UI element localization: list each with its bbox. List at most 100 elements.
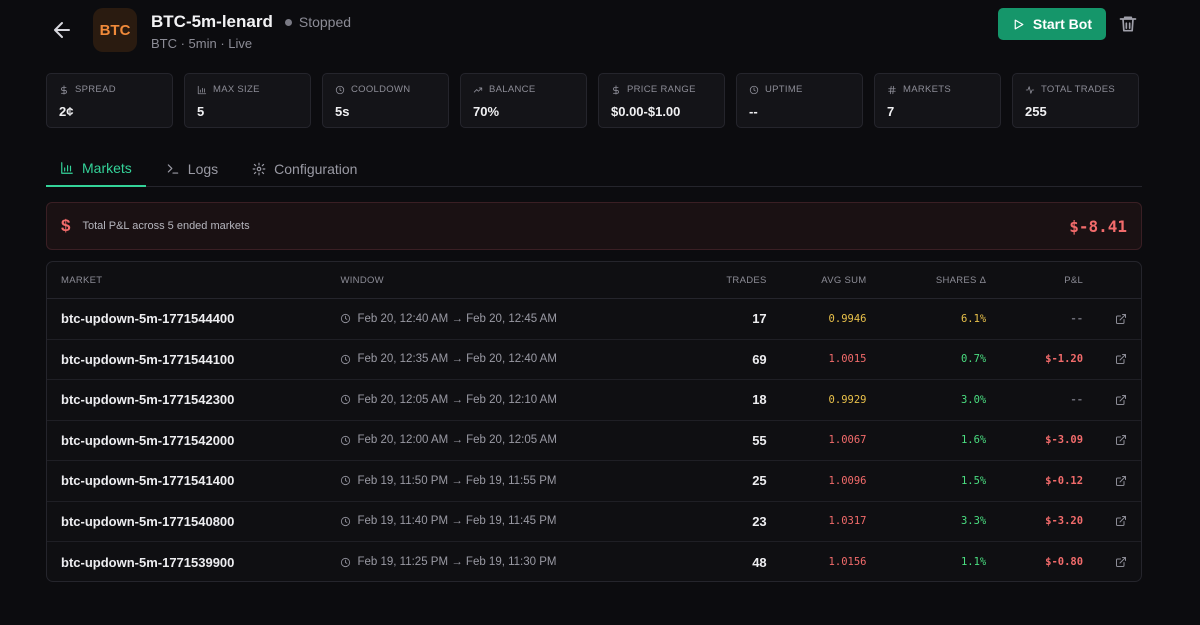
- avg-sum: 1.0067: [828, 434, 867, 447]
- external-link-icon[interactable]: [1115, 515, 1127, 527]
- pnl-value: $-1.20: [1045, 353, 1084, 366]
- col-market[interactable]: MARKET: [61, 274, 103, 286]
- start-bot-button[interactable]: Start Bot: [997, 8, 1106, 40]
- tab-label: Configuration: [274, 160, 358, 177]
- stat-label: MAX SIZE: [197, 84, 298, 95]
- window-text: Feb 19, 11:25 PM → Feb 19, 11:30 PM: [357, 556, 557, 569]
- table-row[interactable]: btc-updown-5m-1771544400 Feb 20, 12:40 AM…: [47, 299, 1141, 340]
- stat-label: UPTIME: [749, 84, 850, 95]
- pnl-value: $-3.09: [1045, 434, 1084, 447]
- bot-logo: BTC: [93, 8, 137, 52]
- page-subtitle: BTC · 5min · Live: [151, 36, 253, 51]
- avg-sum: 1.0156: [828, 556, 867, 569]
- hash-icon: [888, 85, 896, 94]
- dollar-icon: [61, 84, 67, 95]
- stat-card-balance: BALANCE 70%: [460, 73, 587, 128]
- stat-label: PRICE RANGE: [611, 84, 712, 95]
- shares-delta: 1.5%: [960, 474, 987, 487]
- external-link-icon[interactable]: [1115, 556, 1127, 568]
- stats-row: SPREAD 2¢ MAX SIZE 5 COOLDOWN 5s BALANCE 70% PRI…: [46, 73, 1142, 128]
- market-name[interactable]: btc-updown-5m-1771544100: [61, 351, 235, 367]
- trades-count: 17: [752, 311, 767, 327]
- avg-sum: 0.9946: [828, 312, 867, 325]
- stat-value: 5s: [335, 104, 350, 119]
- link-cell: [1083, 353, 1141, 365]
- market-name[interactable]: btc-updown-5m-1771542300: [61, 392, 235, 408]
- market-name[interactable]: btc-updown-5m-1771539900: [61, 554, 235, 570]
- stat-card-price-range: PRICE RANGE $0.00-$1.00: [598, 73, 725, 128]
- col-shares[interactable]: SHARES Δ: [935, 274, 987, 286]
- link-cell: [1083, 313, 1141, 325]
- stat-label-text: MAX SIZE: [213, 84, 260, 95]
- external-link-icon[interactable]: [1115, 394, 1127, 406]
- trades-count: 69: [752, 351, 767, 367]
- pnl-value: --: [1070, 312, 1084, 325]
- tab-markets[interactable]: Markets: [46, 150, 146, 187]
- pnl-banner: $ Total P&L across 5 ended markets $-8.4…: [46, 202, 1142, 250]
- stat-value: 7: [887, 104, 895, 119]
- stat-value: 5: [197, 104, 205, 119]
- stat-card-max-size: MAX SIZE 5: [184, 73, 311, 128]
- pnl-value: --: [1070, 393, 1084, 406]
- market-name[interactable]: btc-updown-5m-1771540800: [61, 513, 235, 529]
- stat-label: COOLDOWN: [335, 84, 436, 95]
- dollar-icon: $: [61, 216, 71, 235]
- col-pnl[interactable]: P&L: [1064, 274, 1084, 286]
- col-trades[interactable]: TRADES: [726, 274, 767, 286]
- table-row[interactable]: btc-updown-5m-1771540800 Feb 19, 11:40 PM…: [47, 502, 1141, 542]
- market-name[interactable]: btc-updown-5m-1771544400: [61, 311, 235, 327]
- external-link-icon[interactable]: [1115, 475, 1127, 487]
- stat-label-text: MARKETS: [903, 84, 952, 95]
- external-link-icon[interactable]: [1115, 434, 1127, 446]
- market-name[interactable]: btc-updown-5m-1771542000: [61, 432, 235, 448]
- market-window: Feb 20, 12:35 AM → Feb 20, 12:40 AM: [340, 353, 649, 365]
- tab-configuration[interactable]: Configuration: [238, 150, 371, 187]
- start-bot-label: Start Bot: [1032, 16, 1092, 32]
- arrow-left-icon[interactable]: [50, 18, 74, 42]
- trash-icon[interactable]: [1118, 14, 1138, 34]
- col-window[interactable]: WINDOW: [340, 274, 384, 286]
- table-row[interactable]: btc-updown-5m-1771541400 Feb 19, 11:50 PM…: [47, 461, 1141, 502]
- trades-count: 18: [752, 392, 767, 408]
- stat-label-text: BALANCE: [489, 84, 536, 95]
- window-text: Feb 19, 11:40 PM → Feb 19, 11:45 PM: [357, 515, 557, 528]
- table-row[interactable]: btc-updown-5m-1771542300 Feb 20, 12:05 AM…: [47, 380, 1141, 421]
- clock-icon: [749, 85, 759, 94]
- shares-delta: 0.7%: [960, 353, 987, 366]
- table-row[interactable]: btc-updown-5m-1771544100 Feb 20, 12:35 AM…: [47, 340, 1141, 380]
- title-row: BTC-5m-lenard Stopped: [151, 12, 351, 32]
- table-header: MARKET WINDOW TRADES AVG SUM SHARES Δ P&…: [47, 262, 1141, 299]
- table-row[interactable]: btc-updown-5m-1771539900 Feb 19, 11:25 PM…: [47, 542, 1141, 581]
- trend-up-icon: [473, 87, 483, 92]
- tab-bar: Markets Logs Configuration: [46, 150, 1142, 187]
- activity-icon: [1025, 85, 1035, 94]
- clock-icon: [341, 354, 351, 364]
- stat-label: BALANCE: [473, 84, 574, 95]
- clock-icon: [341, 516, 351, 526]
- trades-count: 48: [752, 554, 767, 570]
- window-text: Feb 20, 12:40 AM → Feb 20, 12:45 AM: [357, 312, 557, 325]
- table-row[interactable]: btc-updown-5m-1771542000 Feb 20, 12:00 AM…: [47, 421, 1141, 461]
- stat-label: MARKETS: [887, 84, 988, 95]
- dollar-icon: [613, 84, 619, 95]
- external-link-icon[interactable]: [1115, 353, 1127, 365]
- market-window: Feb 20, 12:40 AM → Feb 20, 12:45 AM: [340, 313, 649, 325]
- tab-logs[interactable]: Logs: [152, 150, 232, 187]
- stat-card-markets: MARKETS 7: [874, 73, 1001, 128]
- link-cell: [1083, 475, 1141, 487]
- market-window: Feb 20, 12:05 AM → Feb 20, 12:10 AM: [340, 394, 649, 406]
- gear-icon: [252, 162, 266, 175]
- avg-sum: 1.0096: [828, 474, 867, 487]
- market-window: Feb 19, 11:40 PM → Feb 19, 11:45 PM: [340, 515, 649, 527]
- page-header: BTC BTC-5m-lenard Stopped BTC · 5min · L…: [46, 8, 1142, 54]
- stat-value: $0.00-$1.00: [611, 104, 681, 119]
- stat-card-total-trades: TOTAL TRADES 255: [1012, 73, 1139, 128]
- stat-value: 255: [1025, 104, 1047, 119]
- pnl-value: $-3.20: [1045, 515, 1084, 528]
- market-name[interactable]: btc-updown-5m-1771541400: [61, 473, 235, 489]
- external-link-icon[interactable]: [1115, 313, 1127, 325]
- markets-table: MARKET WINDOW TRADES AVG SUM SHARES Δ P&…: [46, 261, 1142, 582]
- col-avg-sum[interactable]: AVG SUM: [821, 274, 867, 286]
- stat-label-text: PRICE RANGE: [627, 84, 696, 95]
- avg-sum: 1.0015: [828, 353, 867, 366]
